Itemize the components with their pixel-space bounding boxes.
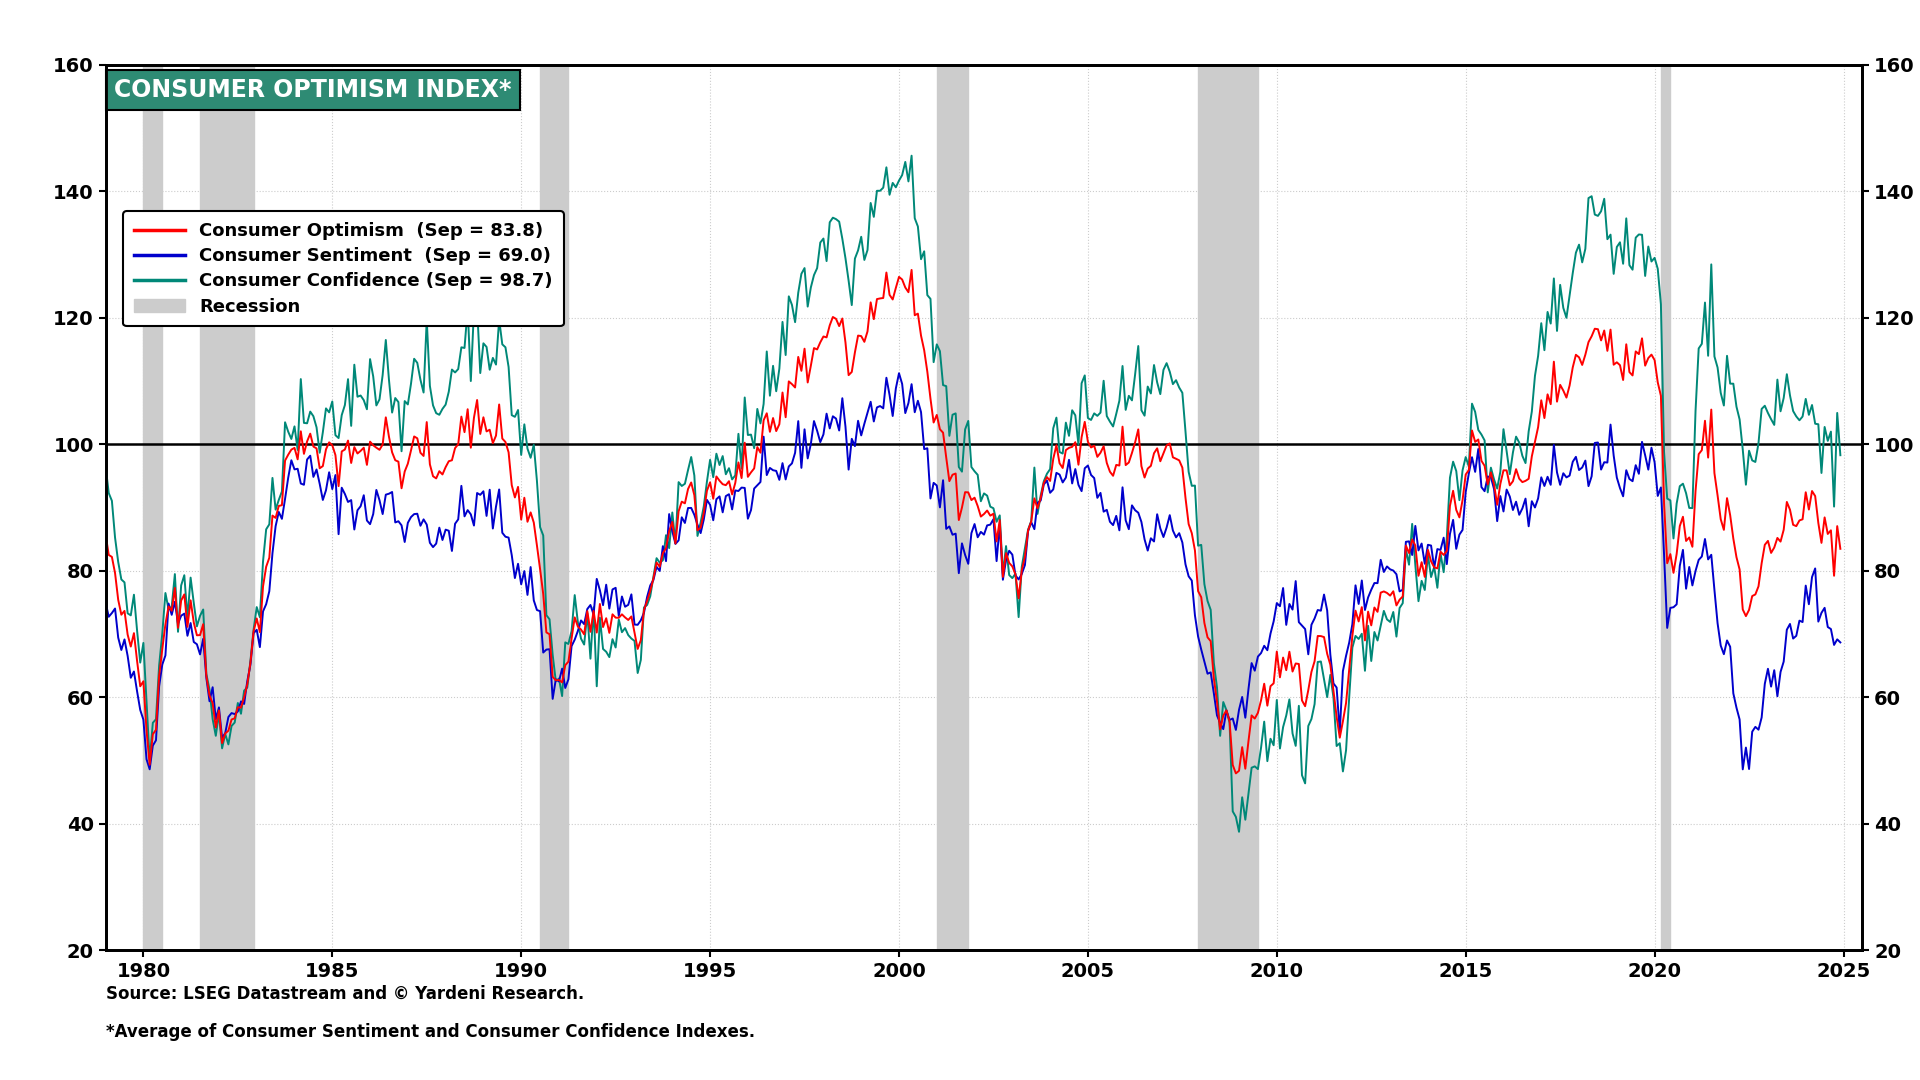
Text: Source: LSEG Datastream and © Yardeni Research.: Source: LSEG Datastream and © Yardeni Re…: [106, 985, 584, 1003]
Bar: [200, 65, 253, 950]
Text: CONSUMER OPTIMISM INDEX*: CONSUMER OPTIMISM INDEX*: [115, 78, 513, 103]
Bar: [144, 65, 163, 950]
Bar: [937, 65, 968, 950]
Legend: Consumer Optimism  (Sep = 83.8), Consumer Sentiment  (Sep = 69.0), Consumer Conf: Consumer Optimism (Sep = 83.8), Consumer…: [123, 211, 564, 326]
Bar: [1198, 65, 1258, 950]
Bar: [1661, 65, 1670, 950]
Text: *Average of Consumer Sentiment and Consumer Confidence Indexes.: *Average of Consumer Sentiment and Consu…: [106, 1023, 755, 1041]
Bar: [540, 65, 568, 950]
